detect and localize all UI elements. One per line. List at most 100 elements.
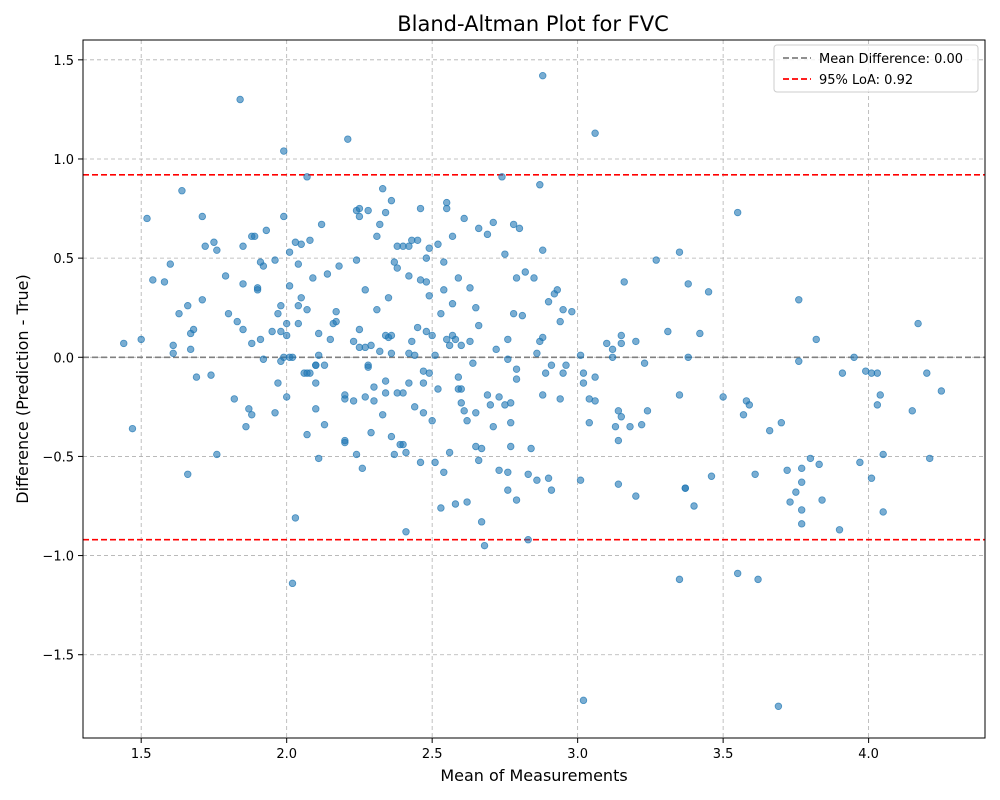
y-tick-label: 1.5: [53, 54, 74, 69]
data-point: [632, 492, 640, 500]
data-point: [405, 272, 413, 280]
data-point: [259, 355, 268, 363]
data-point: [504, 355, 512, 363]
y-tick-label: −0.5: [42, 450, 74, 465]
data-point: [236, 95, 244, 104]
data-point: [451, 500, 460, 508]
data-point: [221, 272, 230, 280]
data-point: [448, 300, 457, 308]
data-point: [515, 224, 524, 233]
data-point: [425, 244, 433, 252]
data-point: [777, 419, 786, 427]
data-point: [285, 248, 294, 256]
data-point: [797, 464, 806, 473]
y-axis-label: Difference (Prediction - True): [13, 274, 32, 503]
data-point: [457, 341, 465, 350]
data-point: [707, 472, 716, 480]
plot-area-frame: [82, 39, 986, 739]
data-point: [280, 147, 288, 155]
data-point: [675, 575, 684, 584]
data-point: [282, 319, 291, 328]
data-point: [431, 351, 439, 359]
data-point: [466, 337, 474, 346]
data-point: [349, 397, 358, 405]
data-point: [314, 351, 323, 359]
data-point: [390, 258, 399, 266]
data-point: [553, 286, 561, 294]
data-point: [774, 702, 783, 710]
data-point: [483, 230, 492, 239]
data-point: [765, 426, 774, 435]
data-point: [501, 250, 509, 258]
data-point: [509, 220, 518, 229]
data-point: [291, 514, 300, 522]
data-point: [437, 309, 445, 318]
data-point: [248, 411, 256, 419]
data-point: [786, 498, 794, 506]
data-point: [466, 284, 474, 292]
data-point: [384, 294, 393, 302]
data-point: [815, 460, 823, 469]
y-tick-label: 0.5: [53, 252, 74, 267]
data-point: [352, 256, 361, 264]
data-point: [876, 391, 884, 399]
data-point: [745, 401, 754, 409]
data-point: [480, 541, 489, 550]
y-axis-ticks: −1.5 −1.0 −0.5 0.0 0.5 1.0 1.5: [42, 54, 83, 664]
data-point: [812, 335, 820, 344]
data-point: [213, 450, 221, 459]
data-point: [411, 351, 419, 359]
data-point: [463, 417, 471, 425]
data-point: [643, 407, 652, 415]
data-point: [524, 536, 532, 544]
data-point: [306, 236, 314, 244]
data-point: [637, 420, 646, 429]
data-point: [358, 464, 367, 473]
data-point: [137, 335, 145, 344]
x-tick-label: 3.0: [567, 747, 588, 762]
data-point: [733, 208, 742, 217]
data-point: [539, 246, 547, 254]
data-point: [704, 288, 713, 296]
data-point: [341, 391, 349, 399]
x-tick-label: 2.0: [276, 747, 297, 762]
y-tick-label: −1.0: [42, 550, 74, 565]
data-point: [416, 204, 425, 213]
data-point: [544, 298, 553, 306]
data-point: [419, 409, 428, 417]
data-point: [355, 325, 364, 334]
data-point: [835, 526, 844, 534]
data-point: [189, 325, 198, 334]
data-point: [495, 466, 503, 475]
data-point: [477, 444, 486, 453]
data-point: [576, 476, 585, 484]
data-point: [914, 319, 922, 328]
data-point: [376, 347, 384, 356]
data-point: [186, 345, 195, 354]
data-point: [312, 361, 320, 369]
x-axis-label: Mean of Measurements: [440, 766, 627, 785]
data-point: [614, 480, 623, 488]
data-point: [591, 397, 599, 405]
data-point: [349, 337, 358, 346]
data-point: [620, 278, 628, 286]
y-tick-label: 0.0: [53, 351, 74, 366]
x-tick-label: 1.5: [131, 747, 152, 762]
data-point: [908, 407, 916, 415]
data-point: [559, 305, 567, 314]
data-point: [617, 331, 625, 340]
data-point: [198, 296, 206, 304]
data-point: [754, 575, 762, 584]
data-point: [795, 357, 803, 365]
data-point: [562, 361, 570, 369]
data-point: [632, 337, 640, 346]
data-point: [413, 236, 422, 244]
data-point: [783, 466, 791, 475]
data-point: [294, 302, 303, 310]
data-point: [675, 391, 684, 399]
data-point: [326, 335, 335, 344]
data-point: [512, 274, 521, 282]
data-point: [614, 407, 623, 415]
data-point: [792, 488, 800, 496]
data-point: [381, 389, 390, 397]
